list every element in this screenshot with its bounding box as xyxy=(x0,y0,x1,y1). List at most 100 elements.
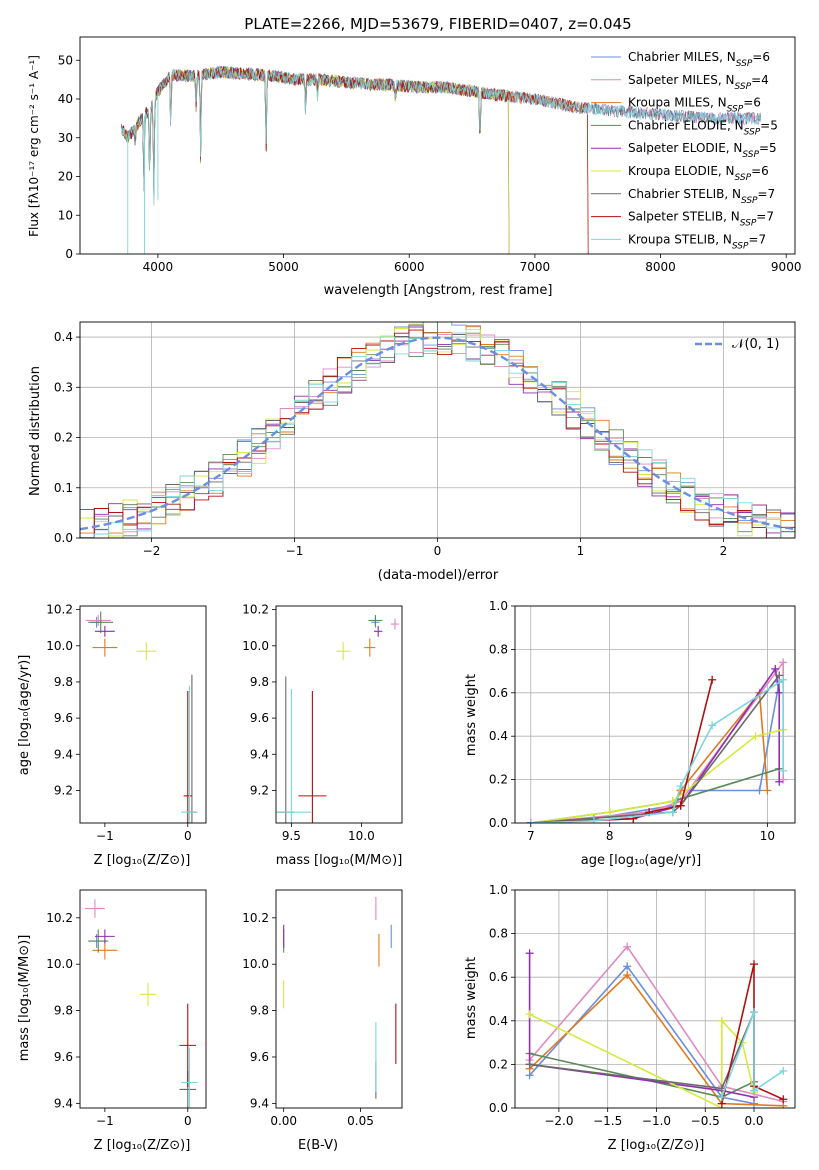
axes-border xyxy=(275,889,403,1109)
errorbar-point-8 xyxy=(298,690,327,823)
axes-border xyxy=(79,36,796,255)
axes-border xyxy=(514,889,796,1109)
errorbar-point-4 xyxy=(88,611,114,634)
errorbar-point-5 xyxy=(94,929,115,944)
axes-frame: −2.0 −1.5 −1.0 −0.5 0.0 0.0 0.2 0.4 0.6 0.8 1.0 xyxy=(489,883,796,1128)
age-mass-xlabel: mass [log₁₀(M/M⊙)] xyxy=(276,853,403,868)
errorbar-point-2 xyxy=(85,615,111,626)
errorbar-point-9 xyxy=(276,689,311,823)
x-tick-label: −1 xyxy=(96,829,114,843)
legend-label: 𝒩(0, 1) xyxy=(732,337,779,352)
sfh-line-7 xyxy=(530,674,780,823)
sfh-z-ylabel: mass weight xyxy=(464,957,479,1039)
x-tick-label: 0.05 xyxy=(347,1114,374,1128)
legend-label: Chabrier MILES, NSSP=6 xyxy=(628,50,770,69)
y-tick-label: 0.0 xyxy=(489,1101,508,1115)
axes-border xyxy=(79,321,796,539)
sfh-marker xyxy=(750,1008,759,1017)
errorbar-point-2 xyxy=(84,899,105,918)
x-tick-label: 1 xyxy=(577,544,585,558)
legend-label: Kroupa STELIB, NSSP=7 xyxy=(628,232,766,251)
plot-area xyxy=(121,65,762,254)
axes-frame: 4000 5000 6000 7000 8000 9000 0 10 20 30 40 50 xyxy=(58,36,802,274)
sfh-marker xyxy=(676,801,685,810)
age-z-xlabel: Z [log₁₀(Z/Z⊙)] xyxy=(94,853,191,868)
y-tick-label: 9.4 xyxy=(54,747,73,761)
x-tick-label: 9000 xyxy=(771,260,802,274)
legend-label: Chabrier STELIB, NSSP=7 xyxy=(628,187,775,206)
y-tick-label: 10.0 xyxy=(46,639,73,653)
sfh-marker xyxy=(526,819,535,823)
y-tick-label: 10.2 xyxy=(46,603,73,617)
legend-label: Kroupa ELODIE, NSSP=6 xyxy=(628,164,769,183)
sfh-marker xyxy=(623,971,632,980)
sfh-marker xyxy=(775,688,784,697)
histogram-series-8 xyxy=(80,329,795,538)
residual-ylabel: Normed distribution xyxy=(28,366,43,496)
errorbar-point-8 xyxy=(183,690,192,823)
histogram-series-9 xyxy=(80,332,795,538)
sfh-marker xyxy=(525,949,534,958)
x-tick-label: −1.5 xyxy=(593,1114,622,1128)
x-tick-label: 2 xyxy=(720,544,728,558)
y-tick-label: 9.4 xyxy=(54,1096,73,1110)
y-tick-label: 9.6 xyxy=(54,711,73,725)
spectrum-ylabel: Flux [fλ10⁻¹⁷ erg cm⁻² s⁻¹ A⁻¹] xyxy=(27,55,41,237)
age-z-ylabel: age [log₁₀(age/yr)] xyxy=(17,655,32,776)
x-tick-label: 8 xyxy=(606,829,614,843)
plot-area xyxy=(84,899,198,1108)
y-tick-label: 9.4 xyxy=(250,1096,269,1110)
sfh-line-7 xyxy=(529,1011,755,1091)
spectrum-xlabel: wavelength [Angstrom, rest frame] xyxy=(324,283,553,298)
errorbar-point-8 xyxy=(179,1003,197,1088)
x-tick-label: 8000 xyxy=(645,260,676,274)
x-tick-label: 4000 xyxy=(143,260,174,274)
x-tick-label: 10 xyxy=(760,829,775,843)
y-tick-label: 9.8 xyxy=(250,1004,269,1018)
axes-border xyxy=(275,605,403,824)
sfh-line-3 xyxy=(529,973,784,1107)
x-tick-label: 7000 xyxy=(520,260,551,274)
sfh-marker xyxy=(779,1066,788,1075)
y-tick-label: 1.0 xyxy=(489,883,508,897)
sfh-marker xyxy=(779,675,788,684)
residual-legend: 𝒩(0, 1) xyxy=(695,337,779,352)
axes-border xyxy=(79,889,207,1109)
errorbar-point-3 xyxy=(364,638,376,657)
errorbar-point-6 xyxy=(136,642,157,661)
residual-xlabel: (data-model)/error xyxy=(378,568,499,583)
errorbar-point-5 xyxy=(94,625,115,637)
sfh-marker xyxy=(623,942,632,951)
sfh-z-xlabel: Z [log₁₀(Z/Z⊙)] xyxy=(608,1138,705,1153)
age-z-panel: −1 09.29.49.69.810.010.2 Z [log₁₀(Z/Z⊙)] … xyxy=(17,603,207,868)
x-tick-label: 0 xyxy=(434,544,442,558)
x-tick-label: 10.0 xyxy=(348,829,375,843)
y-tick-label: 0.4 xyxy=(54,330,73,344)
legend-label: Salpeter ELODIE, NSSP=5 xyxy=(628,141,777,160)
sfh-marker xyxy=(717,1016,726,1025)
axes-border xyxy=(514,605,796,824)
x-tick-label: −2.0 xyxy=(544,1114,573,1128)
y-tick-label: 0.0 xyxy=(54,531,73,545)
y-tick-label: 0.8 xyxy=(489,642,508,656)
x-tick-label: −0.5 xyxy=(691,1114,720,1128)
sfh-line-2 xyxy=(528,945,784,1103)
sfh-marker xyxy=(605,808,614,817)
sfh-line-9 xyxy=(530,678,784,823)
y-tick-label: 0.3 xyxy=(54,380,73,394)
x-tick-label: −1.0 xyxy=(642,1114,671,1128)
sfh-marker xyxy=(775,671,784,680)
sfh-marker xyxy=(779,658,788,667)
mass-ebv-xlabel: E(B-V) xyxy=(298,1138,338,1153)
y-tick-label: 20 xyxy=(58,170,73,184)
y-tick-label: 10.2 xyxy=(242,603,269,617)
sfh-z-panel: −2.0 −1.5 −1.0 −0.5 0.0 0.0 0.2 0.4 0.6 0.8 1.0 Z … xyxy=(464,883,796,1153)
y-tick-label: 50 xyxy=(58,53,73,67)
spectrum-legend: Chabrier MILES, NSSP=6 Salpeter MILES, NS… xyxy=(591,50,778,251)
axes-frame: 7 8 9 10 0.0 0.2 0.4 0.6 0.8 1.0 xyxy=(489,599,796,843)
y-tick-label: 0.2 xyxy=(54,431,73,445)
spectrum-line-9 xyxy=(121,66,762,206)
y-tick-label: 9.2 xyxy=(250,783,269,797)
sfh-marker xyxy=(775,777,784,786)
